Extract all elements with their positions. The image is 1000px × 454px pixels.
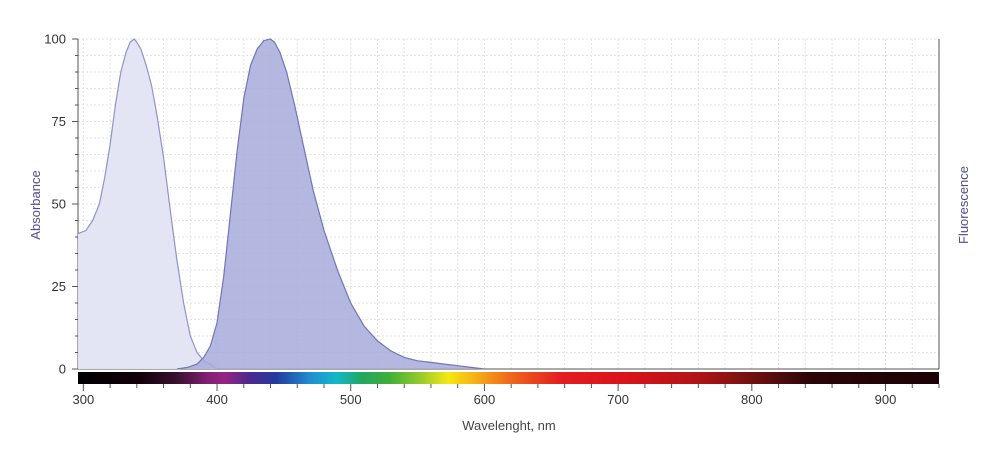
absorbance-line xyxy=(77,38,218,370)
y-axis-label-left: Absorbance xyxy=(28,170,43,239)
y-tick-label: 50 xyxy=(52,197,66,212)
y-tick-label: 75 xyxy=(52,114,66,129)
x-tick-label: 500 xyxy=(340,392,362,407)
absorbance-area xyxy=(78,39,217,369)
axes xyxy=(72,38,940,391)
grid-lines xyxy=(78,38,940,369)
x-tick-labels: 300 400 500 600 700 800 900 xyxy=(72,392,896,407)
x-tick-label: 400 xyxy=(206,392,228,407)
y-axis-label-right: Fluorescence xyxy=(956,166,971,244)
fluorescence-area xyxy=(176,39,485,369)
y-tick-label: 25 xyxy=(52,279,66,294)
x-axis-label: Wavelenght, nm xyxy=(462,418,555,433)
y-tick-labels: 0 25 50 75 100 xyxy=(44,32,66,377)
x-tick-label: 900 xyxy=(875,392,897,407)
visible-spectrum-bar xyxy=(78,372,939,384)
x-tick-label: 600 xyxy=(474,392,496,407)
y-tick-label: 0 xyxy=(59,362,66,377)
y-tick-label: 100 xyxy=(44,32,66,47)
fluorescence-line xyxy=(176,38,485,370)
x-tick-label: 700 xyxy=(607,392,629,407)
x-tick-label: 300 xyxy=(72,392,94,407)
series-layer xyxy=(77,38,485,370)
x-tick-label: 800 xyxy=(741,392,763,407)
